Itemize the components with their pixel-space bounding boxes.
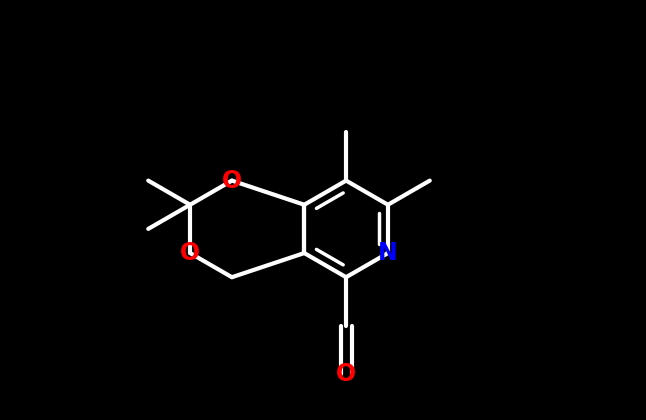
Text: N: N bbox=[378, 241, 398, 265]
Text: O: O bbox=[180, 241, 200, 265]
Text: O: O bbox=[336, 362, 356, 386]
Text: O: O bbox=[222, 168, 242, 193]
